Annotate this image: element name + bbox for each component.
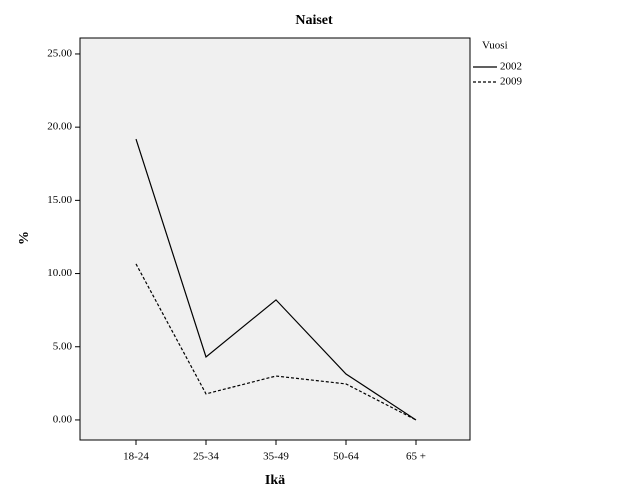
y-tick-label: 15.00 xyxy=(47,194,72,206)
y-tick-label: 0.00 xyxy=(53,413,73,425)
plot-area xyxy=(79,37,471,441)
y-tick-label: 20.00 xyxy=(47,121,72,133)
legend-label: 2002 xyxy=(500,61,522,73)
y-axis-label: % xyxy=(17,231,32,245)
x-tick-label: 65 + xyxy=(406,451,426,463)
series-line xyxy=(135,138,417,421)
legend-label: 2009 xyxy=(500,76,523,88)
y-tick-label: 10.00 xyxy=(47,267,72,279)
x-tick-label: 25-34 xyxy=(193,451,219,463)
y-tick-label: 5.00 xyxy=(53,340,73,352)
x-tick-label: 50-64 xyxy=(333,451,359,463)
chart-title: Naiset xyxy=(295,13,333,28)
x-axis-label: Ikä xyxy=(265,473,285,488)
legend-title: Vuosi xyxy=(482,40,508,52)
series-line xyxy=(135,263,417,421)
x-tick-label: 18-24 xyxy=(123,451,149,463)
y-tick-label: 25.00 xyxy=(47,47,72,59)
x-tick-label: 35-49 xyxy=(263,451,289,463)
